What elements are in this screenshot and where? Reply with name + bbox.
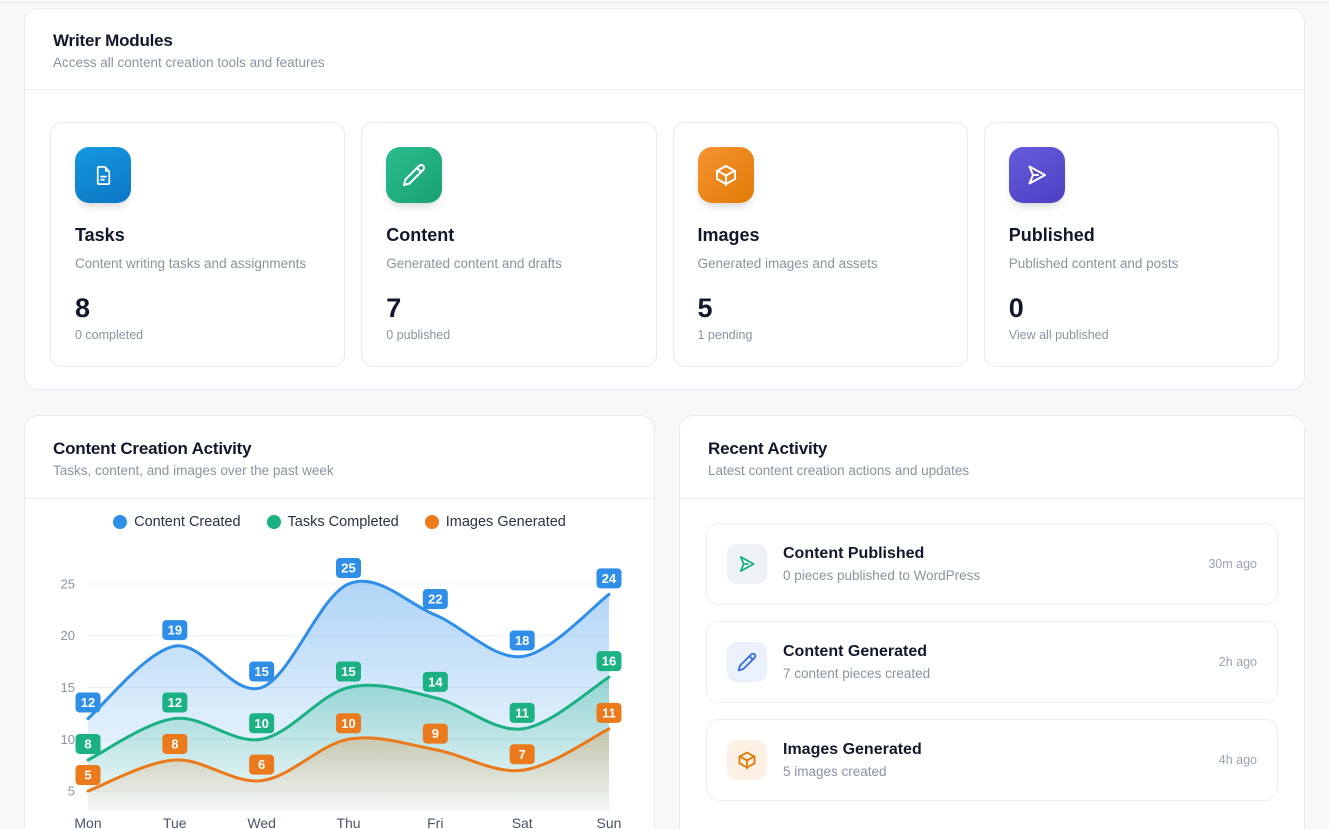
svg-text:10: 10: [341, 716, 355, 731]
svg-text:11: 11: [602, 705, 616, 720]
svg-text:10: 10: [254, 716, 268, 731]
svg-text:15: 15: [254, 664, 268, 679]
svg-text:6: 6: [258, 757, 265, 772]
svg-text:10: 10: [61, 732, 75, 747]
svg-text:8: 8: [171, 736, 178, 751]
svg-text:8: 8: [84, 736, 91, 751]
svg-text:Sun: Sun: [597, 815, 622, 829]
svg-text:14: 14: [428, 674, 443, 689]
svg-text:5: 5: [84, 768, 91, 783]
svg-text:Mon: Mon: [74, 815, 101, 829]
svg-text:5: 5: [68, 784, 75, 799]
svg-text:16: 16: [602, 654, 616, 669]
svg-text:12: 12: [81, 695, 95, 710]
svg-text:12: 12: [168, 695, 182, 710]
svg-text:Tue: Tue: [163, 815, 187, 829]
svg-text:9: 9: [432, 726, 439, 741]
svg-text:19: 19: [168, 623, 182, 638]
svg-text:24: 24: [602, 571, 617, 586]
svg-text:Fri: Fri: [427, 815, 443, 829]
svg-text:7: 7: [519, 747, 526, 762]
svg-text:15: 15: [61, 680, 75, 695]
svg-text:18: 18: [515, 633, 529, 648]
svg-text:Sat: Sat: [512, 815, 533, 829]
svg-text:25: 25: [61, 577, 75, 592]
svg-text:25: 25: [341, 561, 355, 576]
svg-text:22: 22: [428, 592, 442, 607]
svg-text:11: 11: [515, 705, 529, 720]
svg-text:20: 20: [61, 628, 75, 643]
svg-text:15: 15: [341, 664, 355, 679]
svg-text:Wed: Wed: [247, 815, 276, 829]
svg-text:Thu: Thu: [336, 815, 360, 829]
